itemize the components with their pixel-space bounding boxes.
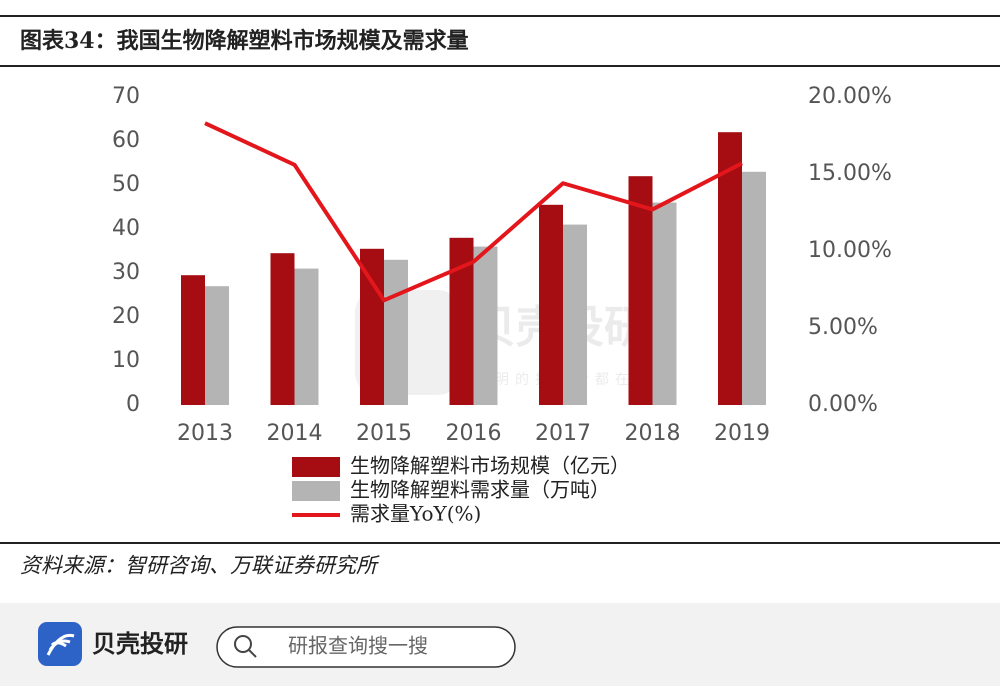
x-tick-label: 2013 [177, 421, 233, 446]
bar [384, 259, 408, 405]
y-tick-label: 70 [112, 84, 140, 109]
y-tick-label: 20 [112, 304, 140, 329]
search-placeholder: 研报查询搜一搜 [288, 634, 428, 658]
bar [628, 176, 653, 405]
legend-label: 生物降解塑料市场规模（亿元） [350, 454, 630, 478]
bar [360, 248, 384, 405]
x-tick-label: 2018 [625, 421, 681, 446]
bar [742, 171, 766, 405]
legend-label: 生物降解塑料需求量（万吨） [350, 478, 610, 502]
legend-label: 需求量YoY(%) [350, 502, 481, 526]
search-icon [234, 635, 252, 653]
plot: 0 10 20 30 40 50 60 70 0.00% 5.00% 10.00% 15.00% 20.… [112, 84, 892, 526]
x-tick-label: 2017 [535, 421, 591, 446]
source-note: 资料来源：智研咨询、万联证券研究所 [20, 554, 380, 578]
bar [652, 202, 677, 405]
bar [539, 204, 563, 405]
bar [294, 268, 319, 405]
logo-glyph [46, 633, 75, 656]
bar [473, 246, 498, 405]
legend-swatch [292, 457, 340, 477]
y2-tick-label: 5.00% [808, 315, 878, 340]
x-tick-label: 2015 [356, 421, 412, 446]
y-tick-label: 0 [126, 392, 140, 417]
legend-swatch [292, 481, 340, 501]
y2-tick-label: 10.00% [808, 238, 892, 263]
y2-tick-label: 15.00% [808, 161, 892, 186]
y-tick-label: 60 [112, 128, 140, 153]
y-tick-label: 50 [112, 172, 140, 197]
bar [563, 224, 587, 405]
chart-title: 图表34：我国生物降解塑料市场规模及需求量 [20, 28, 469, 54]
search-icon-handle [248, 649, 257, 658]
x-tick-label: 2014 [267, 421, 323, 446]
bar [270, 253, 295, 405]
line-series [204, 121, 743, 303]
bar [181, 275, 205, 405]
y-tick-label: 30 [112, 260, 140, 285]
y2-tick-label: 0.00% [808, 392, 878, 417]
footer-brand: 贝壳投研 [92, 630, 188, 658]
x-tick-label: 2019 [714, 421, 770, 446]
search-box[interactable] [216, 626, 516, 668]
y-tick-label: 10 [112, 348, 140, 373]
bar [205, 286, 229, 405]
x-tick-label: 2016 [446, 421, 502, 446]
y-tick-label: 40 [112, 216, 140, 241]
y2-tick-label: 20.00% [808, 84, 892, 109]
bar [718, 132, 742, 405]
